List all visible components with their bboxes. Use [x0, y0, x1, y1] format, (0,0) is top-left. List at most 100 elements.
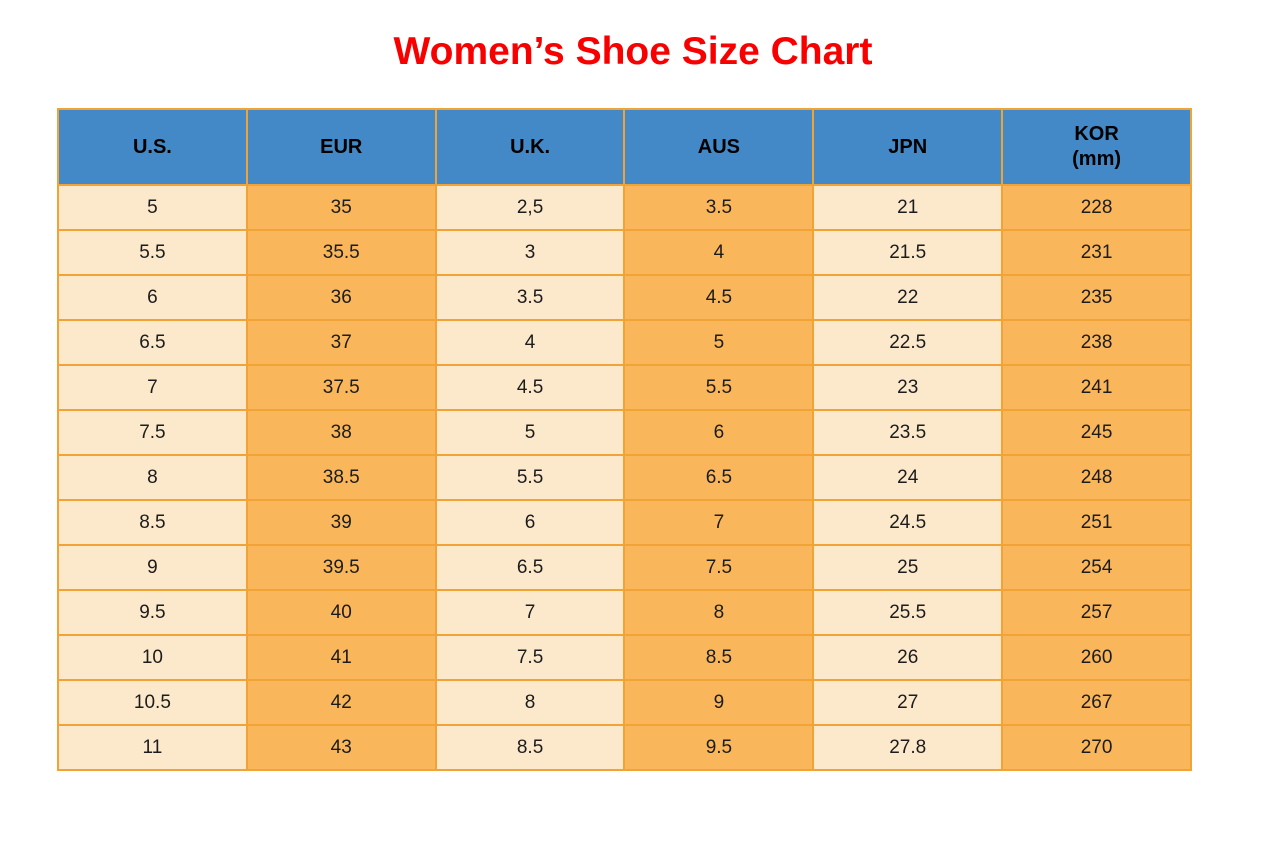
table-row: 9.5 40 7 8 25.5 257	[57, 589, 1192, 636]
table-cell: 37	[245, 319, 437, 366]
table-cell: 6.5	[57, 319, 248, 366]
column-header-eur: EUR	[245, 108, 437, 186]
table-cell: 4	[623, 229, 815, 276]
table-cell: 22.5	[812, 319, 1004, 366]
table-cell: 21.5	[812, 229, 1004, 276]
table-cell: 38.5	[245, 454, 437, 501]
table-cell: 3	[434, 229, 626, 276]
table-row: 10 41 7.5 8.5 26 260	[57, 634, 1192, 681]
column-header-aus: AUS	[623, 108, 815, 186]
table-cell: 4	[434, 319, 626, 366]
table-cell: 6	[434, 499, 626, 546]
table-row: 6 36 3.5 4.5 22 235	[57, 274, 1192, 321]
column-header-us: U.S.	[57, 108, 248, 186]
table-cell: 6	[623, 409, 815, 456]
table-cell: 7	[57, 364, 248, 411]
table-cell: 8	[434, 679, 626, 726]
table-cell: 8.5	[623, 634, 815, 681]
table-row: 6.5 37 4 5 22.5 238	[57, 319, 1192, 366]
table-cell: 235	[1001, 274, 1192, 321]
table-cell: 241	[1001, 364, 1192, 411]
table-cell: 38	[245, 409, 437, 456]
table-cell: 5	[434, 409, 626, 456]
table-cell: 41	[245, 634, 437, 681]
table-cell: 3.5	[623, 184, 815, 231]
header-row: U.S. EUR U.K. AUS JPN KOR (mm)	[57, 108, 1192, 186]
shoe-size-table: U.S. EUR U.K. AUS JPN KOR (mm) 5 35 2,5 3.5…	[57, 108, 1192, 771]
table-row: 8.5 39 6 7 24.5 251	[57, 499, 1192, 546]
table-cell: 5	[57, 184, 248, 231]
table-cell: 8.5	[434, 724, 626, 771]
table-cell: 22	[812, 274, 1004, 321]
column-header-jpn: JPN	[812, 108, 1004, 186]
table-cell: 4.5	[623, 274, 815, 321]
column-header-label: KOR	[1074, 123, 1119, 145]
table-cell: 9.5	[57, 589, 248, 636]
table-cell: 23	[812, 364, 1004, 411]
table-cell: 8	[57, 454, 248, 501]
table-cell: 228	[1001, 184, 1192, 231]
table-row: 5 35 2,5 3.5 21 228	[57, 184, 1192, 231]
table-row: 5.5 35.5 3 4 21.5 231	[57, 229, 1192, 276]
table-cell: 10.5	[57, 679, 248, 726]
table-cell: 7.5	[57, 409, 248, 456]
table-cell: 7.5	[434, 634, 626, 681]
table-cell: 6.5	[623, 454, 815, 501]
table-cell: 35	[245, 184, 437, 231]
table-cell: 25.5	[812, 589, 1004, 636]
table-cell: 35.5	[245, 229, 437, 276]
table-header: U.S. EUR U.K. AUS JPN KOR (mm)	[57, 108, 1192, 186]
column-header-label: U.K.	[510, 135, 551, 158]
table-body: 5 35 2,5 3.5 21 228 5.5 35.5 3 4 21.5 231 6 36 3.5 4.5 2…	[57, 184, 1192, 771]
table-cell: 3.5	[434, 274, 626, 321]
table-cell: 9	[623, 679, 815, 726]
table-cell: 5.5	[57, 229, 248, 276]
table-cell: 39	[245, 499, 437, 546]
table-cell: 2,5	[434, 184, 626, 231]
table-cell: 251	[1001, 499, 1192, 546]
table-cell: 24.5	[812, 499, 1004, 546]
table-cell: 254	[1001, 544, 1192, 591]
table-cell: 36	[245, 274, 437, 321]
table-cell: 5.5	[623, 364, 815, 411]
table-cell: 6	[57, 274, 248, 321]
table-cell: 7	[434, 589, 626, 636]
table-cell: 10	[57, 634, 248, 681]
table-cell: 245	[1001, 409, 1192, 456]
table-cell: 5.5	[434, 454, 626, 501]
column-header-uk: U.K.	[434, 108, 626, 186]
table-cell: 9	[57, 544, 248, 591]
table-row: 8 38.5 5.5 6.5 24 248	[57, 454, 1192, 501]
table-cell: 257	[1001, 589, 1192, 636]
table-cell: 24	[812, 454, 1004, 501]
table-cell: 267	[1001, 679, 1192, 726]
table-cell: 270	[1001, 724, 1192, 771]
table-cell: 37.5	[245, 364, 437, 411]
table-cell: 4.5	[434, 364, 626, 411]
table-cell: 8	[623, 589, 815, 636]
column-header-label: EUR	[320, 135, 363, 158]
table-row: 7.5 38 5 6 23.5 245	[57, 409, 1192, 456]
table-cell: 6.5	[434, 544, 626, 591]
table-cell: 11	[57, 724, 248, 771]
table-cell: 8.5	[57, 499, 248, 546]
table-row: 10.5 42 8 9 27 267	[57, 679, 1192, 726]
table-cell: 39.5	[245, 544, 437, 591]
table-cell: 231	[1001, 229, 1192, 276]
column-header-label: JPN	[888, 135, 928, 158]
table-cell: 238	[1001, 319, 1192, 366]
table-row: 7 37.5 4.5 5.5 23 241	[57, 364, 1192, 411]
table-cell: 23.5	[812, 409, 1004, 456]
page-title: Women’s Shoe Size Chart	[393, 30, 873, 73]
table-cell: 7.5	[623, 544, 815, 591]
table-cell: 40	[245, 589, 437, 636]
table-cell: 42	[245, 679, 437, 726]
table-cell: 27.8	[812, 724, 1004, 771]
table-cell: 260	[1001, 634, 1192, 681]
column-header-label: AUS	[697, 135, 741, 158]
table-cell: 26	[812, 634, 1004, 681]
column-header-label: U.S.	[132, 135, 172, 158]
table-cell: 9.5	[623, 724, 815, 771]
table-cell: 25	[812, 544, 1004, 591]
table-cell: 7	[623, 499, 815, 546]
